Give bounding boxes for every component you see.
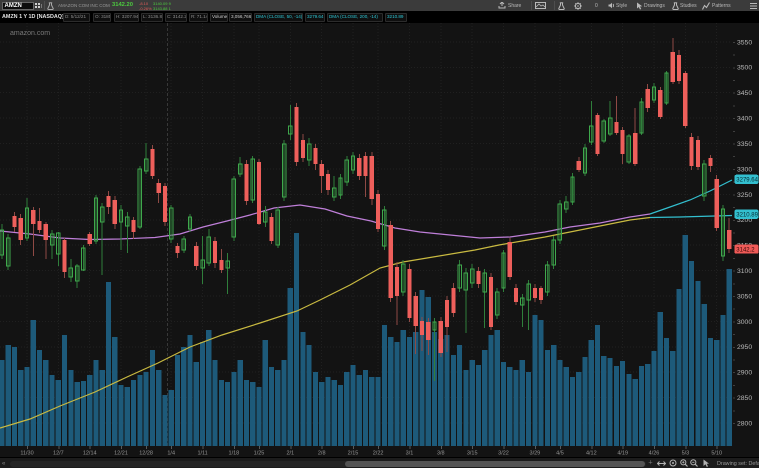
svg-text:1/11: 1/11 xyxy=(197,451,207,457)
svg-text:2850: 2850 xyxy=(737,395,752,402)
svg-text:3210.89: 3210.89 xyxy=(736,213,758,219)
svg-text:2/15: 2/15 xyxy=(348,451,359,457)
svg-text:3000: 3000 xyxy=(737,319,752,326)
svg-text:5/10: 5/10 xyxy=(711,451,722,457)
svg-text:2900: 2900 xyxy=(737,370,752,377)
svg-text:2950: 2950 xyxy=(737,344,752,351)
svg-text:1/25: 1/25 xyxy=(254,451,265,457)
svg-text:4/19: 4/19 xyxy=(617,451,628,457)
svg-text:3/22: 3/22 xyxy=(498,451,509,457)
svg-text:3/8: 3/8 xyxy=(437,451,445,457)
svg-text:1/18: 1/18 xyxy=(229,451,240,457)
svg-text:12/14: 12/14 xyxy=(83,451,97,457)
svg-text:3550: 3550 xyxy=(737,39,752,46)
svg-text:3/29: 3/29 xyxy=(530,451,541,457)
svg-text:2/22: 2/22 xyxy=(373,451,384,457)
svg-text:3500: 3500 xyxy=(737,65,752,72)
svg-text:3/1: 3/1 xyxy=(406,451,414,457)
svg-text:3350: 3350 xyxy=(737,141,752,148)
svg-text:12/28: 12/28 xyxy=(139,451,153,457)
svg-text:4/5: 4/5 xyxy=(556,451,564,457)
svg-text:3100: 3100 xyxy=(737,268,752,275)
svg-text:5/3: 5/3 xyxy=(682,451,690,457)
svg-text:12/7: 12/7 xyxy=(53,451,64,457)
svg-text:12/21: 12/21 xyxy=(114,451,128,457)
svg-text:2/8: 2/8 xyxy=(318,451,326,457)
svg-text:2/1: 2/1 xyxy=(286,451,294,457)
svg-text:2800: 2800 xyxy=(737,420,752,427)
svg-text:4/12: 4/12 xyxy=(586,451,597,457)
svg-text:3050: 3050 xyxy=(737,293,752,300)
svg-text:3200: 3200 xyxy=(737,217,752,224)
svg-text:3/15: 3/15 xyxy=(467,451,478,457)
svg-text:11/30: 11/30 xyxy=(20,451,33,457)
svg-text:3300: 3300 xyxy=(737,166,752,173)
svg-text:3450: 3450 xyxy=(737,90,752,97)
svg-text:1/4: 1/4 xyxy=(167,451,175,457)
svg-text:3250: 3250 xyxy=(737,192,752,199)
svg-text:3400: 3400 xyxy=(737,116,752,123)
svg-text:3279.64: 3279.64 xyxy=(736,178,758,184)
svg-text:3142.2: 3142.2 xyxy=(736,248,755,254)
svg-text:4/26: 4/26 xyxy=(649,451,660,457)
